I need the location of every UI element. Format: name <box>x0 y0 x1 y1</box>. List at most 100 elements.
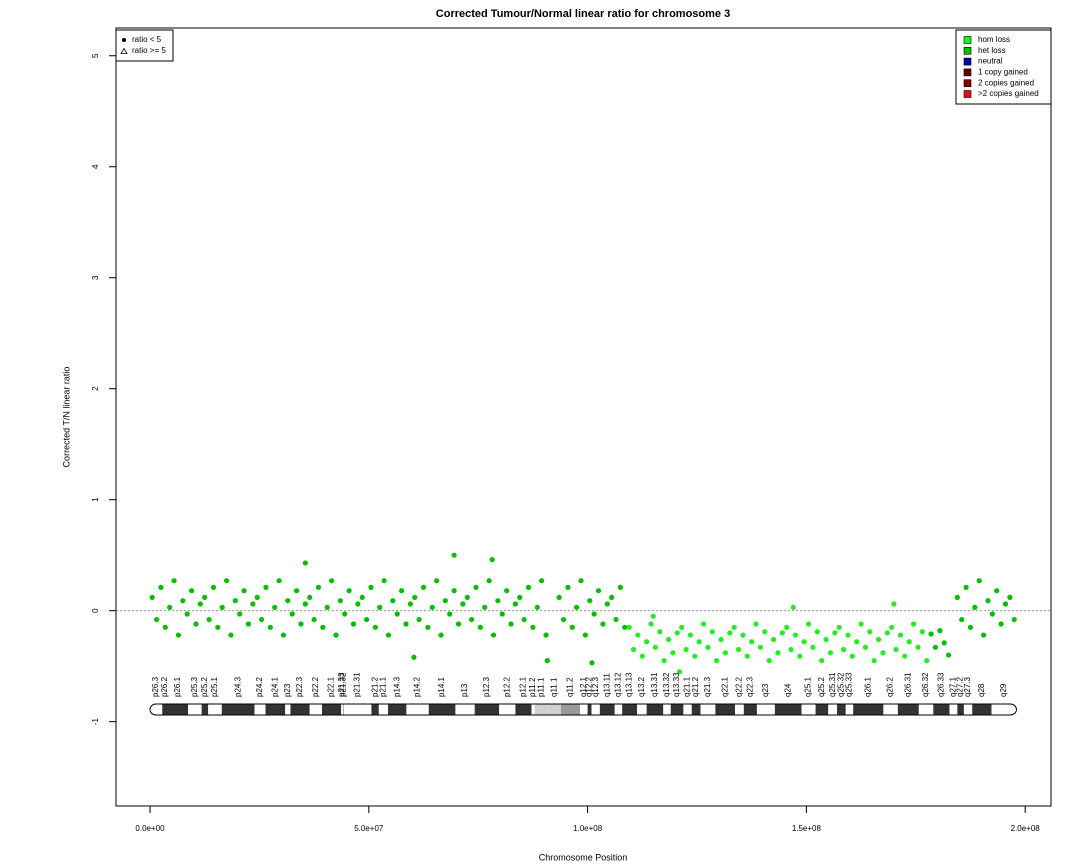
data-point <box>293 588 300 594</box>
cytoband-label: p24.3 <box>233 676 242 697</box>
data-point <box>652 644 659 650</box>
legend-label: >2 copies gained <box>978 89 1039 98</box>
data-point <box>779 630 785 636</box>
data-point <box>757 644 764 650</box>
data-point <box>543 632 549 638</box>
data-point <box>411 654 417 660</box>
data-point <box>368 584 374 590</box>
data-point <box>622 624 628 630</box>
data-point <box>477 624 483 630</box>
x-tick-label: 1.0e+08 <box>573 824 603 833</box>
cytoband <box>455 704 475 715</box>
data-point <box>862 644 869 650</box>
data-point <box>517 594 523 600</box>
cytoband <box>265 704 286 715</box>
data-point <box>544 658 550 664</box>
data-point <box>744 653 750 659</box>
data-point <box>893 646 899 653</box>
data-point <box>451 588 457 594</box>
cytoband-label: p25.1 <box>210 676 219 697</box>
data-point <box>604 601 610 607</box>
cytoband-label: p21.2 <box>370 676 379 697</box>
data-point <box>508 621 514 627</box>
data-point <box>644 639 650 645</box>
cytoband <box>580 704 588 715</box>
data-point <box>578 578 584 584</box>
cytoband-label: p21.1 <box>379 676 388 697</box>
x-tick-label: 1.5e+08 <box>792 824 822 833</box>
data-point <box>775 650 781 656</box>
cytoband-label: q26.31 <box>903 672 912 697</box>
data-point <box>613 616 619 623</box>
data-point <box>258 616 265 623</box>
y-tick-label: -1 <box>91 718 100 726</box>
data-point <box>324 604 330 610</box>
data-point <box>403 621 409 627</box>
cytoband-label: q26.2 <box>886 676 895 697</box>
data-point <box>346 588 352 594</box>
cytoband-label: q21.3 <box>703 676 712 697</box>
data-point <box>661 658 667 664</box>
data-point <box>976 578 982 584</box>
data-point <box>924 658 930 664</box>
data-point <box>967 624 974 630</box>
cytoband-label: q13.33 <box>672 672 681 697</box>
legend-swatch <box>963 90 972 98</box>
data-point <box>840 646 847 653</box>
data-point <box>902 653 908 659</box>
data-point <box>954 594 960 600</box>
y-tick-label: 5 <box>91 53 100 58</box>
data-point <box>749 639 755 645</box>
data-point <box>670 650 676 656</box>
data-point <box>740 632 746 638</box>
data-point <box>790 604 796 610</box>
y-axis-title: Corrected T/N linear ratio <box>61 367 71 468</box>
data-point <box>495 598 501 604</box>
data-point <box>963 584 969 590</box>
cytoband <box>428 704 456 715</box>
data-point <box>188 588 195 594</box>
data-point <box>525 584 532 590</box>
legend-swatch <box>963 57 972 66</box>
data-point <box>307 594 313 600</box>
data-point <box>709 629 715 635</box>
data-point <box>569 624 575 630</box>
cytoband <box>515 704 532 715</box>
data-point <box>407 601 413 607</box>
cytoband <box>587 704 592 715</box>
cytoband <box>599 704 615 715</box>
data-point <box>665 636 672 643</box>
data-point <box>350 621 357 627</box>
data-point <box>1002 601 1009 607</box>
data-point <box>359 594 365 600</box>
data-point <box>434 578 440 584</box>
cytoband-label: q22.2 <box>735 676 744 697</box>
y-tick-label: 0 <box>91 608 100 613</box>
cytoband-label: q13.11 <box>602 673 611 697</box>
data-point <box>228 632 234 638</box>
cytoband-label: q11.1 <box>550 677 559 697</box>
data-point <box>202 594 208 600</box>
data-point <box>858 621 864 627</box>
data-point <box>320 624 326 630</box>
data-point <box>460 601 466 607</box>
cytoband-label: q26.1 <box>863 676 872 697</box>
data-point <box>429 604 435 610</box>
data-point <box>679 624 685 630</box>
data-point <box>499 611 505 617</box>
legend-swatch <box>963 36 972 44</box>
data-point <box>372 624 378 630</box>
cytoband <box>342 704 344 715</box>
data-point <box>504 588 510 594</box>
data-point <box>854 639 860 645</box>
cytoband-label: q26.32 <box>921 672 930 697</box>
data-point <box>753 621 759 627</box>
data-point <box>210 584 217 590</box>
data-point <box>932 644 939 650</box>
data-point <box>609 594 615 600</box>
data-point <box>364 616 370 623</box>
data-point <box>250 601 256 607</box>
data-point <box>810 644 816 650</box>
cytoband <box>285 704 291 715</box>
data-point <box>574 604 580 610</box>
